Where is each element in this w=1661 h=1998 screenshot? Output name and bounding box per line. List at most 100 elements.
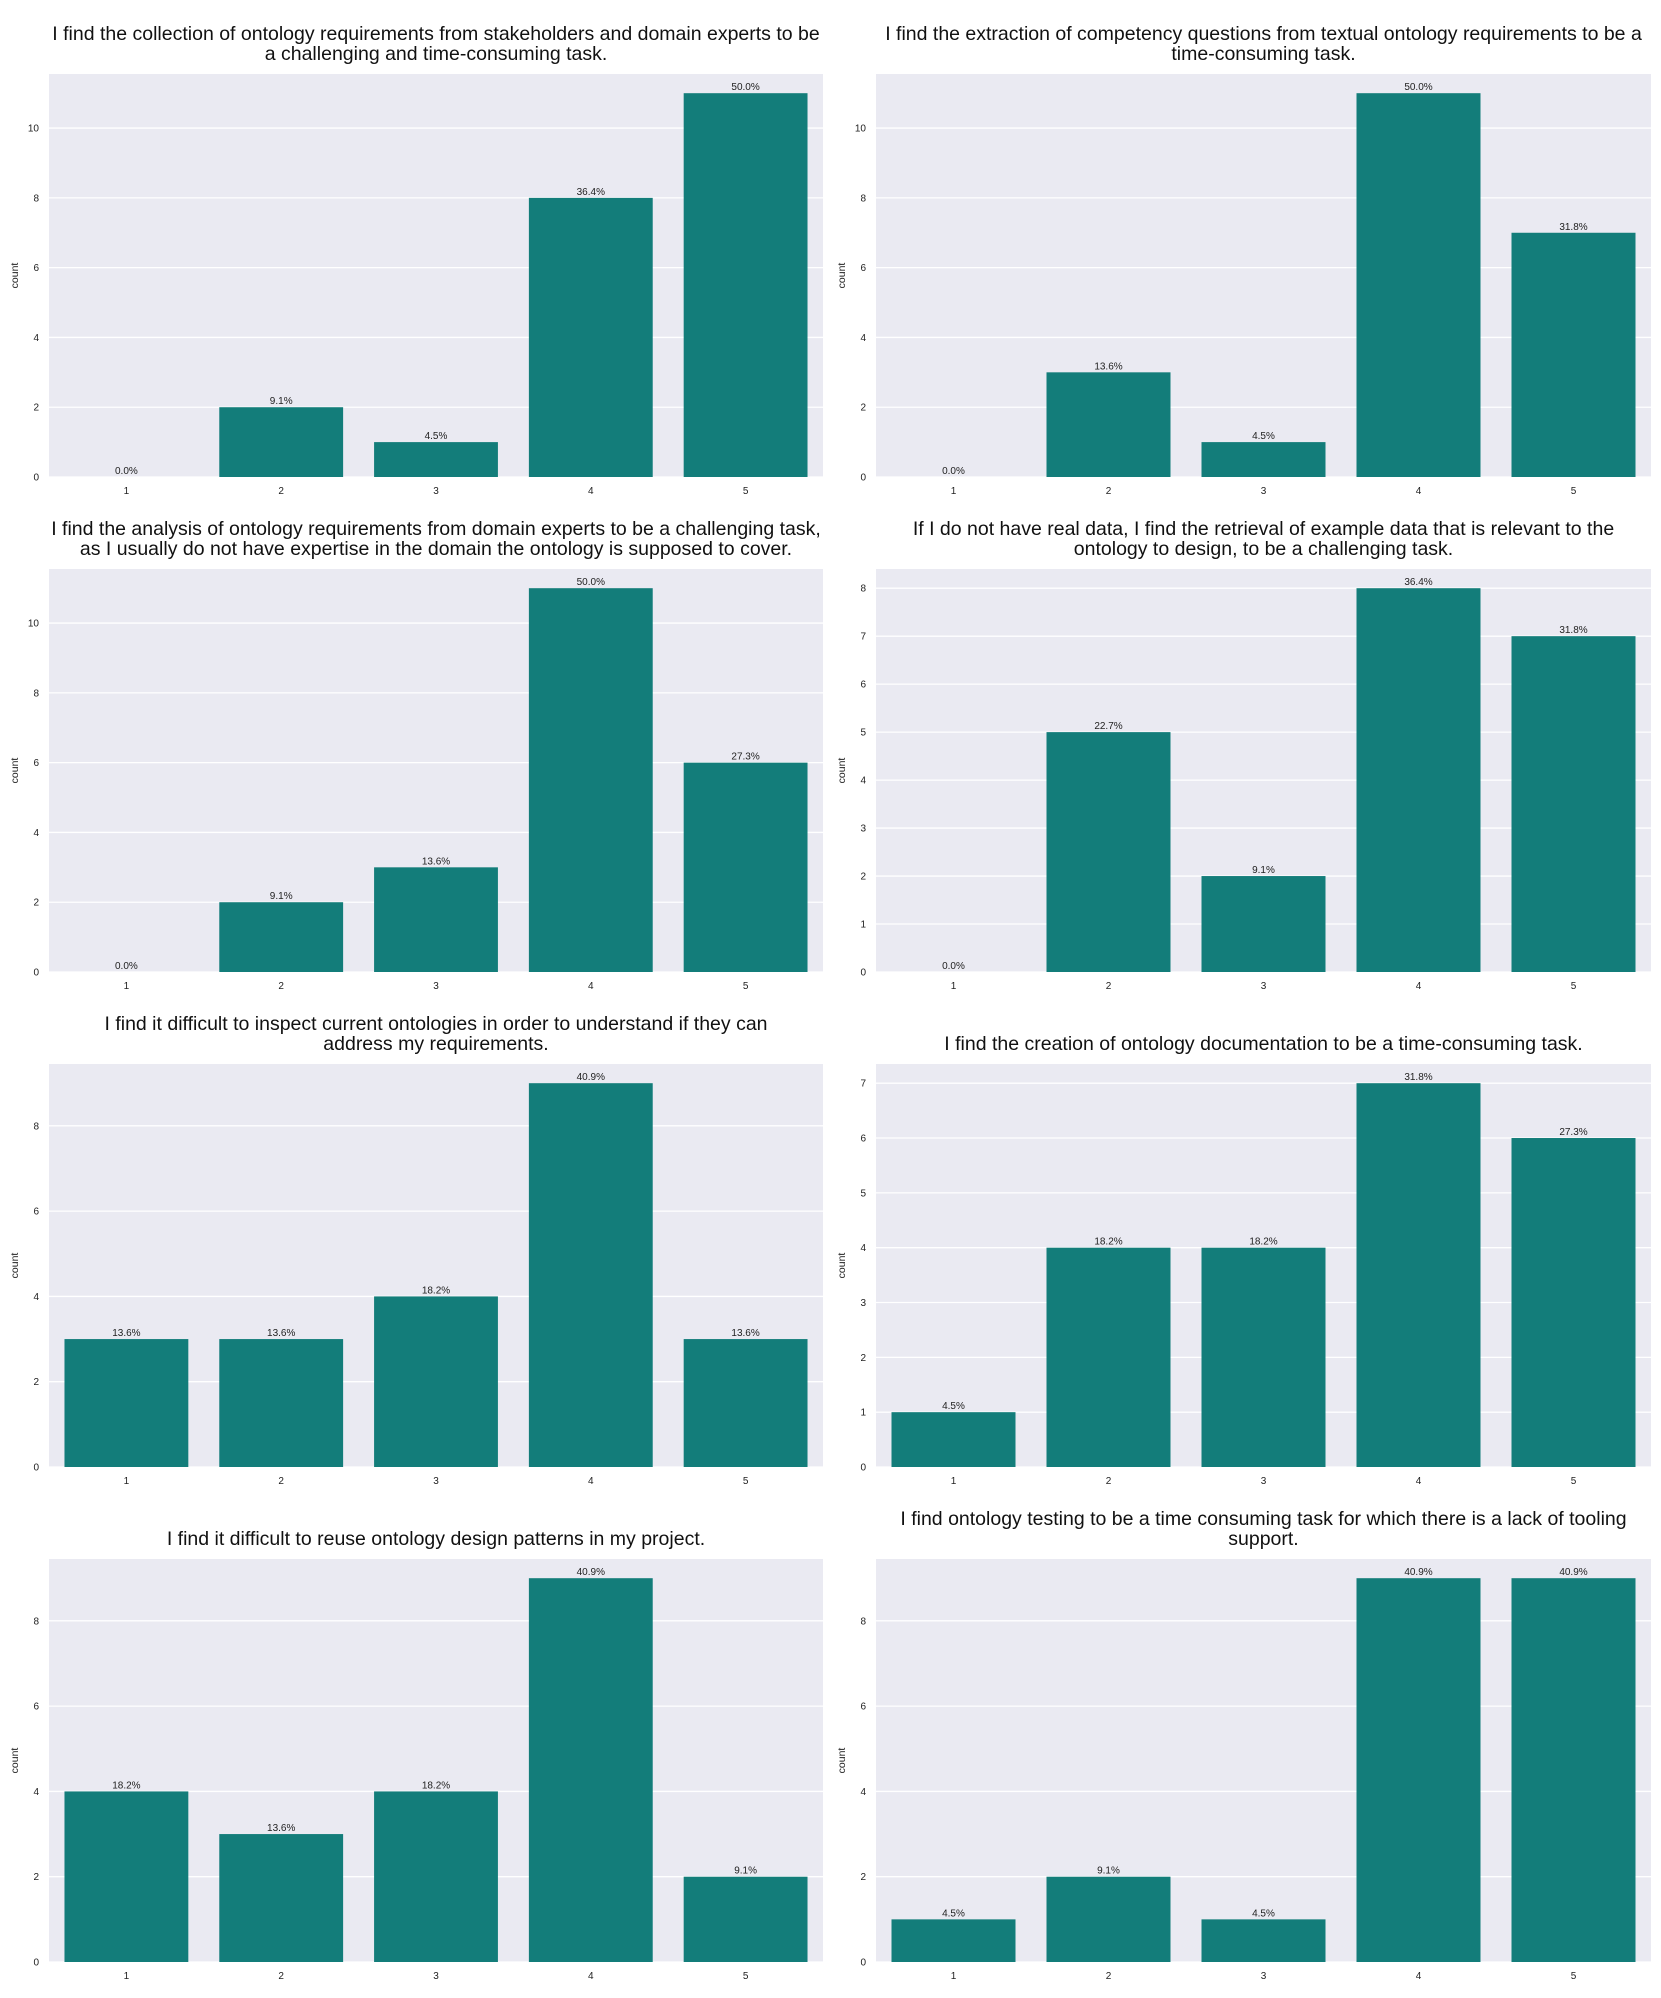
chart-svg: I find ontology testing to be a time con…	[836, 1508, 1651, 1982]
chart-title-line: time-consuming task.	[1171, 43, 1355, 65]
bar	[374, 1296, 498, 1467]
bar	[219, 902, 344, 972]
bar-data-label: 31.8%	[1404, 1072, 1432, 1083]
bar-data-label: 0.0%	[115, 961, 138, 972]
y-tick-label: 2	[33, 403, 39, 414]
x-tick-label: 1	[951, 1476, 957, 1485]
x-tick-label: 1	[124, 486, 130, 495]
y-tick-label: 0	[33, 473, 39, 484]
x-tick-label: 4	[588, 486, 594, 495]
chart-title-line: I find ontology testing to be a time con…	[900, 1508, 1626, 1530]
x-tick-label: 3	[433, 486, 439, 495]
y-tick-label: 6	[860, 680, 866, 691]
bar-data-label: 31.8%	[1559, 222, 1587, 233]
x-tick-label: 4	[1416, 981, 1422, 990]
bar	[683, 1876, 808, 1962]
chart-panel: I find ontology testing to be a time con…	[830, 1485, 1661, 1993]
y-tick-label: 10	[855, 124, 867, 135]
y-tick-label: 7	[860, 632, 866, 643]
y-tick-label: 4	[860, 333, 866, 344]
x-tick-label: 2	[278, 486, 284, 495]
y-axis-label: count	[836, 758, 848, 784]
y-tick-label: 0	[33, 1958, 39, 1969]
bar	[683, 762, 808, 972]
chart-svg: I find it difficult to reuse ontology de…	[9, 1528, 823, 1982]
chart-svg: I find the collection of ontology requir…	[9, 23, 823, 497]
bar-data-label: 9.1%	[1097, 1866, 1120, 1877]
bar-data-label: 18.2%	[422, 1780, 450, 1791]
x-tick-label: 2	[1106, 1476, 1112, 1485]
y-tick-label: 8	[33, 1616, 39, 1627]
y-tick-label: 3	[860, 824, 866, 835]
bar	[1511, 1578, 1636, 1962]
bar	[374, 442, 498, 477]
y-axis-label: count	[9, 1748, 21, 1774]
x-tick-label: 5	[743, 1971, 749, 1982]
bar	[1511, 232, 1636, 477]
y-tick-label: 6	[860, 1702, 866, 1713]
y-axis-label: count	[836, 263, 848, 289]
bar	[1511, 1138, 1636, 1467]
y-tick-label: 2	[860, 872, 866, 883]
chart-panel: I find the collection of ontology requir…	[0, 0, 830, 497]
y-tick-label: 4	[33, 1292, 39, 1303]
bar	[1511, 636, 1636, 972]
y-tick-label: 4	[860, 1787, 866, 1798]
chart-title-line: address my requirements.	[323, 1033, 548, 1055]
x-tick-label: 2	[1106, 486, 1112, 495]
y-tick-label: 10	[28, 619, 40, 630]
y-tick-label: 1	[860, 1408, 866, 1419]
chart-title-line: as I usually do not have expertise in th…	[80, 538, 792, 560]
x-tick-label: 2	[1106, 1971, 1112, 1982]
x-tick-label: 1	[124, 1971, 130, 1982]
bar	[1046, 372, 1171, 477]
chart-title-line: ontology to design, to be a challenging …	[1074, 538, 1453, 560]
chart-title-line: I find the analysis of ontology requirem…	[51, 518, 821, 540]
x-tick-label: 2	[278, 1971, 284, 1982]
y-tick-label: 4	[33, 828, 39, 839]
bar	[219, 1834, 344, 1962]
bar	[64, 1791, 189, 1962]
x-tick-label: 3	[433, 1971, 439, 1982]
bar-data-label: 0.0%	[942, 466, 965, 477]
bar-data-label: 31.8%	[1559, 625, 1587, 636]
y-tick-label: 2	[33, 1872, 39, 1883]
y-tick-label: 6	[33, 1702, 39, 1713]
bar	[528, 588, 653, 972]
bar-data-label: 18.2%	[112, 1780, 140, 1791]
bar-data-label: 50.0%	[731, 82, 759, 93]
bar	[1201, 876, 1326, 972]
x-tick-label: 1	[951, 486, 957, 495]
chart-svg: I find the extraction of competency ques…	[836, 23, 1651, 497]
y-tick-label: 6	[860, 1134, 866, 1145]
bar-data-label: 13.6%	[731, 1328, 759, 1339]
y-tick-label: 0	[860, 1463, 866, 1474]
bar-data-label: 9.1%	[270, 891, 293, 902]
bar-data-label: 50.0%	[577, 577, 605, 588]
bar-data-label: 0.0%	[115, 466, 138, 477]
x-tick-label: 2	[278, 981, 284, 990]
x-tick-label: 4	[1416, 486, 1422, 495]
bar-data-label: 18.2%	[1249, 1237, 1277, 1248]
bar	[528, 1083, 653, 1467]
x-tick-label: 1	[951, 981, 957, 990]
y-tick-label: 0	[33, 1463, 39, 1474]
x-tick-label: 4	[1416, 1971, 1422, 1982]
bar-data-label: 13.6%	[422, 856, 450, 867]
bar-data-label: 40.9%	[577, 1567, 605, 1578]
x-tick-label: 3	[1261, 981, 1267, 990]
x-tick-label: 5	[743, 981, 749, 990]
y-tick-label: 5	[860, 1188, 866, 1199]
bar	[1046, 1876, 1171, 1962]
bar	[1046, 732, 1171, 972]
x-tick-label: 4	[1416, 1476, 1422, 1485]
bar-data-label: 4.5%	[1252, 431, 1275, 442]
bar-data-label: 13.6%	[267, 1823, 295, 1834]
bar	[64, 1339, 189, 1467]
y-tick-label: 7	[860, 1079, 866, 1090]
y-axis-label: count	[9, 263, 21, 289]
bar	[891, 1919, 1016, 1962]
y-tick-label: 8	[860, 584, 866, 595]
x-tick-label: 3	[1261, 1971, 1267, 1982]
y-tick-label: 8	[860, 193, 866, 204]
